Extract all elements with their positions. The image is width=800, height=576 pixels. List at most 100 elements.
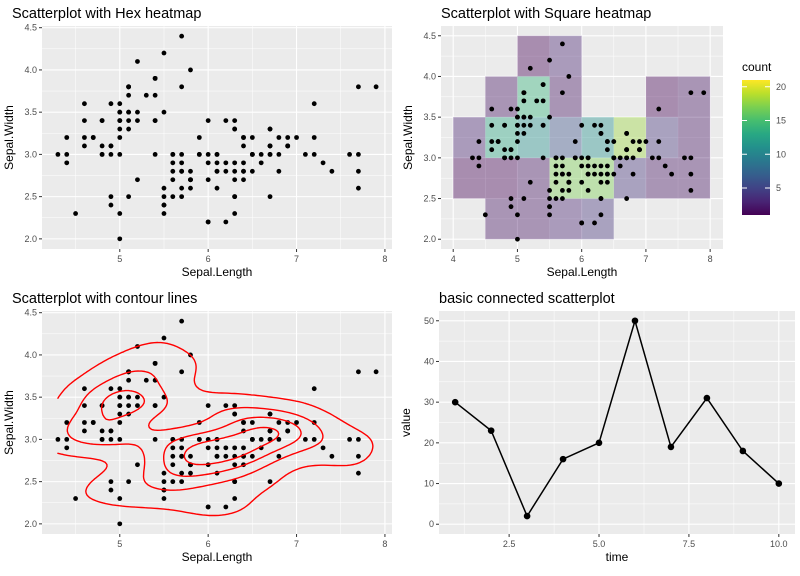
heatmap-tile xyxy=(645,117,679,158)
data-point xyxy=(161,470,167,476)
data-point xyxy=(161,394,167,400)
x-tick-label: 7 xyxy=(294,254,299,264)
data-point xyxy=(553,155,559,161)
data-point xyxy=(515,122,520,128)
data-point xyxy=(117,420,123,425)
data-point xyxy=(161,496,167,501)
data-point xyxy=(373,84,379,90)
data-point xyxy=(232,496,238,501)
data-point xyxy=(126,194,132,200)
x-tick-label: 10.0 xyxy=(770,539,788,549)
chart-title: Scatterplot with Hex heatmap xyxy=(12,6,201,22)
data-point xyxy=(585,163,591,169)
data-point xyxy=(117,521,123,527)
data-point xyxy=(126,92,132,98)
data-point xyxy=(64,420,70,425)
data-point xyxy=(285,143,291,149)
data-point xyxy=(249,135,255,140)
data-point xyxy=(540,155,546,161)
data-point xyxy=(476,139,482,144)
data-point xyxy=(624,196,630,201)
data-point xyxy=(560,171,565,177)
data-point xyxy=(232,194,238,200)
data-point xyxy=(495,139,501,144)
x-tick-label: 6 xyxy=(206,254,211,264)
data-point xyxy=(489,139,495,144)
data-point xyxy=(126,109,132,115)
data-point xyxy=(560,188,565,193)
data-point xyxy=(188,177,193,183)
data-point xyxy=(117,236,123,242)
legend-title: count xyxy=(742,60,772,74)
data-point xyxy=(489,147,495,153)
y-tick-label: 4.0 xyxy=(24,350,37,360)
data-point xyxy=(179,369,185,375)
data-point xyxy=(667,443,675,451)
data-point xyxy=(598,171,604,177)
data-point xyxy=(117,211,123,216)
data-point xyxy=(126,126,132,132)
data-point xyxy=(205,151,211,157)
data-point xyxy=(598,179,604,185)
data-point xyxy=(356,369,361,375)
data-point xyxy=(223,168,229,174)
data-point xyxy=(508,196,514,201)
x-tick-label: 4 xyxy=(451,254,456,264)
data-point xyxy=(179,185,185,191)
data-point xyxy=(267,479,273,485)
data-point xyxy=(152,403,158,409)
heatmap-tile xyxy=(549,157,582,199)
data-point xyxy=(311,436,317,442)
data-point xyxy=(188,185,193,191)
x-tick-label: 8 xyxy=(382,254,387,264)
data-point xyxy=(223,219,229,225)
x-tick-label: 2.5 xyxy=(503,539,516,549)
data-point xyxy=(64,151,70,157)
data-point xyxy=(241,160,246,166)
heatmap-tile xyxy=(517,157,550,199)
data-point xyxy=(232,211,238,216)
x-axis-label: time xyxy=(606,550,629,564)
data-point xyxy=(703,394,711,402)
data-point xyxy=(249,436,255,442)
data-point xyxy=(232,462,238,468)
data-point xyxy=(285,428,291,434)
y-axis-label: Sepal.Width xyxy=(2,105,16,170)
y-tick-label: 3.0 xyxy=(423,153,436,163)
data-point xyxy=(508,155,514,161)
data-point xyxy=(267,411,273,417)
data-point xyxy=(276,168,282,174)
data-point xyxy=(356,168,361,174)
data-point xyxy=(152,118,158,124)
data-point xyxy=(117,386,123,392)
data-point xyxy=(170,168,176,174)
data-point xyxy=(585,155,591,161)
data-point xyxy=(82,420,87,425)
data-point xyxy=(604,163,610,169)
heatmap-tile xyxy=(581,117,614,158)
data-point xyxy=(232,118,238,124)
heatmap-tile xyxy=(613,157,646,199)
data-point xyxy=(566,188,572,193)
data-point xyxy=(775,480,783,487)
data-point xyxy=(566,74,572,79)
data-point xyxy=(547,188,552,193)
y-tick-label: 40 xyxy=(424,356,434,366)
data-point xyxy=(592,163,597,169)
data-point xyxy=(579,179,585,185)
data-point xyxy=(521,90,527,96)
data-point xyxy=(161,194,167,200)
data-point xyxy=(611,171,617,177)
data-point xyxy=(373,369,379,375)
y-tick-label: 20 xyxy=(424,438,434,448)
data-point xyxy=(223,160,229,166)
data-point xyxy=(126,84,132,90)
data-point xyxy=(521,131,527,136)
contour-line xyxy=(57,341,374,517)
data-point xyxy=(108,143,114,149)
data-point xyxy=(99,428,105,434)
data-point xyxy=(82,143,87,149)
x-axis-label: Sepal.Length xyxy=(547,265,618,279)
data-point xyxy=(126,394,132,400)
data-point xyxy=(553,171,559,177)
